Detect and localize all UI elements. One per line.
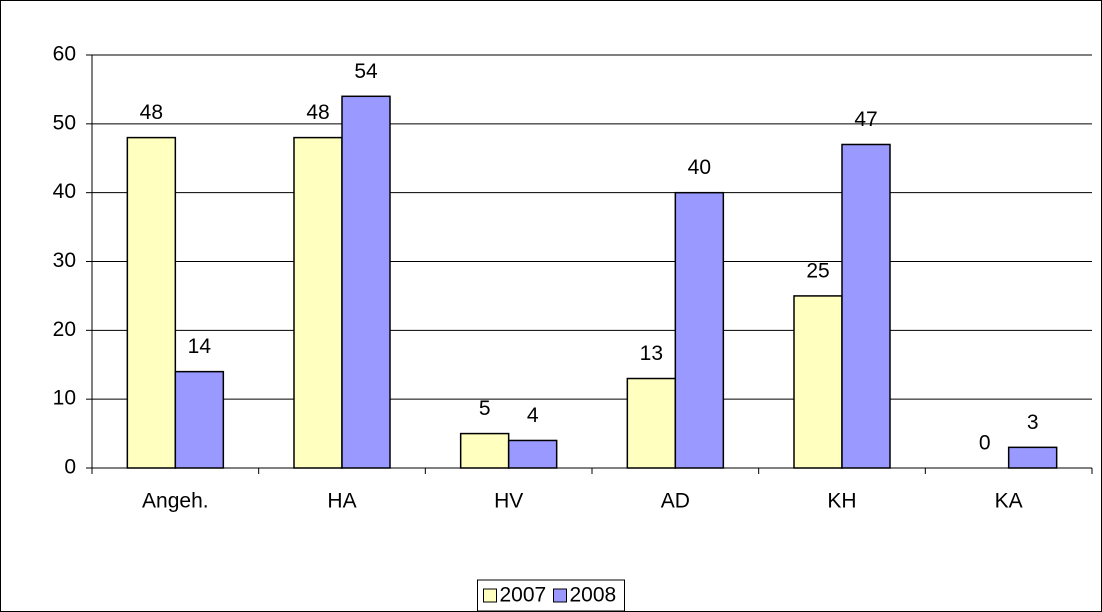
data-label: 48: [306, 101, 329, 124]
y-tick-label: 40: [53, 180, 76, 203]
legend-swatch: [553, 588, 567, 603]
data-label: 5: [479, 397, 491, 420]
x-tick-label: Angeh.: [142, 490, 209, 513]
bar: [626, 377, 677, 469]
data-label: 13: [640, 342, 663, 365]
data-label: 48: [140, 101, 163, 124]
x-tick-label: HV: [494, 490, 523, 513]
x-tick-label: HA: [327, 490, 356, 513]
data-label: 3: [1027, 411, 1039, 434]
legend-box: [477, 579, 625, 612]
bar: [1007, 446, 1058, 469]
x-tick-label: KH: [827, 490, 856, 513]
data-label: 54: [354, 60, 378, 83]
data-label: 14: [188, 335, 212, 358]
bar: [341, 95, 391, 469]
y-tick-label: 0: [64, 456, 76, 479]
y-tick-label: 50: [53, 111, 76, 134]
data-label: 0: [979, 432, 991, 455]
data-label: 4: [527, 404, 539, 427]
x-tick-label: KA: [995, 490, 1023, 513]
bar: [126, 136, 177, 469]
y-tick-label: 10: [53, 387, 76, 410]
y-tick-label: 30: [53, 249, 76, 272]
bar: [174, 370, 225, 469]
data-label: 40: [688, 156, 711, 179]
y-tick-label: 60: [53, 43, 76, 66]
legend-label: 2008: [570, 584, 617, 607]
bar: [841, 143, 891, 469]
data-label: 47: [854, 108, 877, 131]
legend-swatch: [483, 588, 497, 603]
bar: [674, 191, 725, 469]
legend-label: 2007: [500, 584, 547, 607]
x-tick-label: AD: [661, 490, 690, 513]
bar: [793, 295, 843, 469]
y-tick-label: 20: [53, 318, 76, 341]
bar: [293, 136, 343, 469]
data-label: 25: [806, 259, 829, 282]
bar: [507, 439, 558, 469]
bar: [459, 432, 510, 469]
